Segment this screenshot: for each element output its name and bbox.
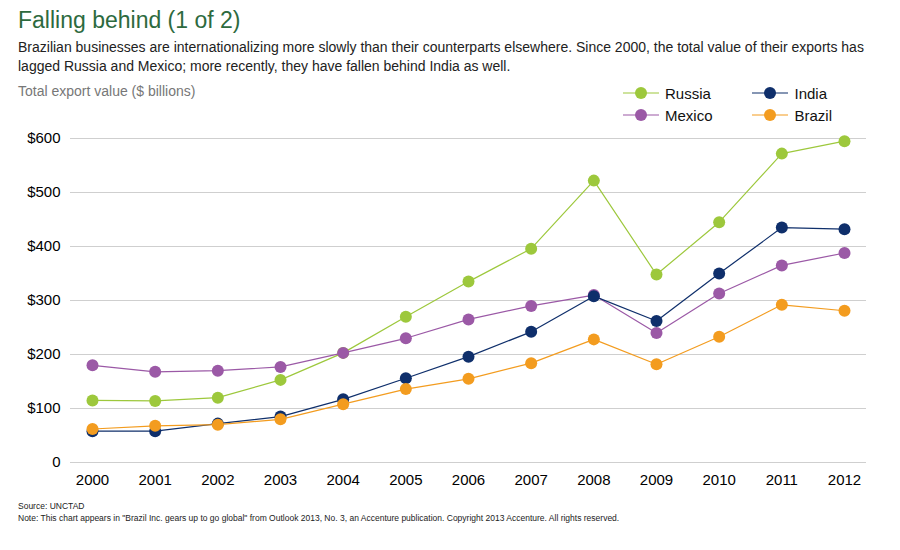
html-text:Mexico: Mexico [665,106,713,124]
html-text:Note: This chart appears in "B: Note: This chart appears in "Brazil Inc.… [18,513,620,523]
svg-text:$200: $200 [27,345,60,362]
html-text:Source: UNCTAD: Source: UNCTAD [18,501,85,511]
svg-text:$300: $300 [27,291,60,308]
svg-text:2010: 2010 [702,471,735,488]
svg-text:$100: $100 [27,399,60,416]
html-text:Brazil: Brazil [794,106,832,124]
svg-text:$500: $500 [27,183,60,200]
svg-text:2011: 2011 [766,471,798,488]
svg-text:2012: 2012 [828,471,861,488]
svg-text:2009: 2009 [640,471,673,488]
svg-text:2002: 2002 [201,471,234,488]
svg-text:$400: $400 [27,237,60,254]
html-text:Total export value ($ billions: Total export value ($ billions) [18,83,196,99]
svg-text:2005: 2005 [389,471,422,488]
svg-text:2003: 2003 [264,471,297,488]
html-text:India: India [794,84,827,102]
html-text:Falling behind (1 of 2): Falling behind (1 of 2) [18,7,241,33]
html-text:Brazilian businesses are inter: Brazilian businesses are internationaliz… [18,39,864,74]
svg-text:2004: 2004 [326,471,359,488]
svg-text:2008: 2008 [577,471,610,488]
svg-text:2000: 2000 [76,471,109,488]
svg-text:2001: 2001 [138,471,171,488]
html-text:Russia: Russia [665,84,711,102]
svg-text:2007: 2007 [514,471,547,488]
svg-text:0: 0 [52,453,60,470]
svg-text:$600: $600 [27,129,60,146]
svg-text:2006: 2006 [452,471,485,488]
